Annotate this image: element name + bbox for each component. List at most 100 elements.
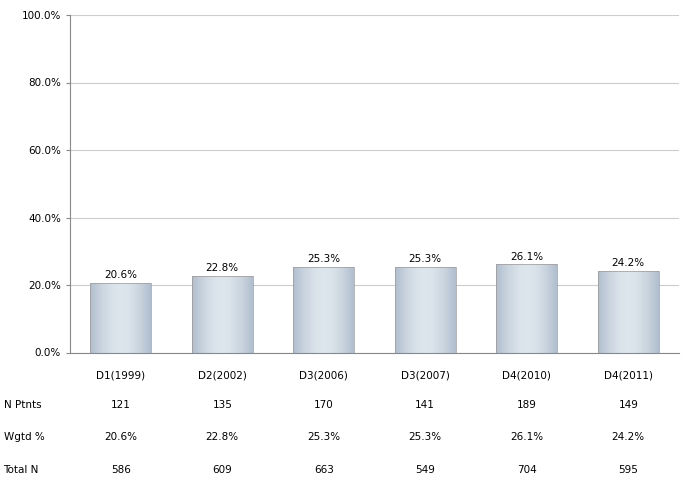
Bar: [438, 267, 440, 352]
Bar: [522, 264, 523, 352]
Bar: [512, 264, 514, 352]
Bar: [318, 267, 320, 352]
Bar: [447, 267, 449, 352]
Bar: [622, 271, 623, 352]
Text: 22.8%: 22.8%: [206, 432, 239, 442]
Bar: [333, 267, 334, 352]
Bar: [327, 267, 328, 352]
Bar: [202, 276, 203, 352]
Bar: [116, 283, 117, 352]
Bar: [532, 264, 533, 352]
Bar: [144, 283, 145, 352]
Bar: [120, 283, 121, 352]
Text: 25.3%: 25.3%: [409, 432, 442, 442]
Bar: [550, 264, 551, 352]
Bar: [243, 276, 244, 352]
Bar: [99, 283, 101, 352]
Bar: [409, 267, 410, 352]
Bar: [137, 283, 138, 352]
Bar: [426, 267, 428, 352]
Bar: [440, 267, 442, 352]
Bar: [619, 271, 620, 352]
Bar: [300, 267, 302, 352]
Bar: [321, 267, 322, 352]
Bar: [347, 267, 348, 352]
Bar: [148, 283, 149, 352]
Bar: [325, 267, 326, 352]
Bar: [125, 283, 126, 352]
Bar: [552, 264, 553, 352]
Bar: [517, 264, 519, 352]
Bar: [500, 264, 501, 352]
Bar: [422, 267, 423, 352]
Bar: [607, 271, 608, 352]
Bar: [523, 264, 524, 352]
Bar: [454, 267, 455, 352]
Bar: [537, 264, 538, 352]
Text: 25.3%: 25.3%: [409, 254, 442, 264]
Bar: [133, 283, 134, 352]
Bar: [618, 271, 620, 352]
Bar: [430, 267, 431, 352]
Text: 22.8%: 22.8%: [206, 263, 239, 273]
Text: 26.1%: 26.1%: [510, 252, 543, 262]
Bar: [535, 264, 536, 352]
Bar: [626, 271, 627, 352]
Bar: [233, 276, 235, 352]
Bar: [129, 283, 130, 352]
Bar: [526, 264, 527, 352]
Bar: [650, 271, 652, 352]
Bar: [126, 283, 127, 352]
Bar: [210, 276, 211, 352]
Bar: [193, 276, 194, 352]
Bar: [538, 264, 539, 352]
Bar: [205, 276, 206, 352]
Text: 24.2%: 24.2%: [612, 432, 645, 442]
Bar: [118, 283, 119, 352]
Bar: [192, 276, 253, 352]
Bar: [615, 271, 616, 352]
Bar: [420, 267, 421, 352]
Bar: [198, 276, 199, 352]
Bar: [631, 271, 632, 352]
Bar: [97, 283, 99, 352]
Bar: [143, 283, 144, 352]
Bar: [598, 271, 600, 352]
Text: 149: 149: [618, 400, 638, 410]
Bar: [241, 276, 243, 352]
Bar: [140, 283, 141, 352]
Bar: [304, 267, 306, 352]
Bar: [348, 267, 349, 352]
Bar: [341, 267, 342, 352]
Bar: [295, 267, 296, 352]
Text: Wgtd %: Wgtd %: [4, 432, 44, 442]
Bar: [139, 283, 140, 352]
Bar: [335, 267, 336, 352]
Bar: [340, 267, 341, 352]
Bar: [433, 267, 435, 352]
Bar: [117, 283, 118, 352]
Bar: [294, 267, 295, 352]
Bar: [600, 271, 601, 352]
Bar: [200, 276, 201, 352]
Bar: [395, 267, 396, 352]
Bar: [449, 267, 451, 352]
Bar: [625, 271, 626, 352]
Bar: [539, 264, 540, 352]
Bar: [305, 267, 307, 352]
Bar: [395, 267, 456, 352]
Bar: [621, 271, 622, 352]
Bar: [208, 276, 209, 352]
Bar: [93, 283, 95, 352]
Bar: [213, 276, 214, 352]
Bar: [244, 276, 245, 352]
Bar: [293, 267, 354, 352]
Text: D1(1999): D1(1999): [96, 370, 146, 380]
Bar: [546, 264, 547, 352]
Bar: [521, 264, 522, 352]
Bar: [531, 264, 532, 352]
Bar: [451, 267, 452, 352]
Bar: [530, 264, 531, 352]
Bar: [648, 271, 649, 352]
Bar: [344, 267, 345, 352]
